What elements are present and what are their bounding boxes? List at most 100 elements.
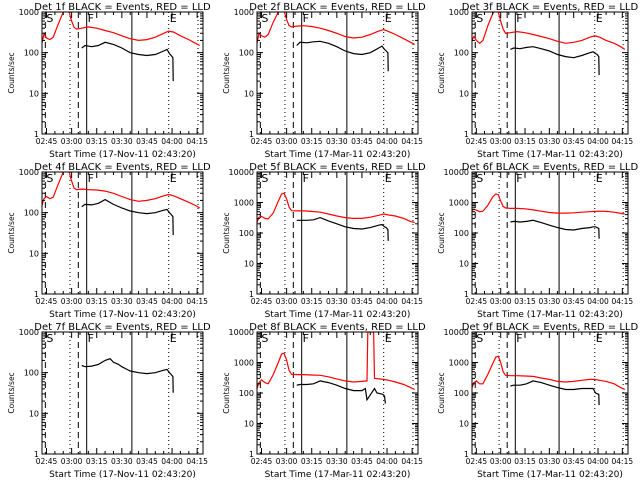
y-tick-label: 1000	[19, 168, 39, 177]
chart-title: Det 3f BLACK = Events, RED = LLD	[462, 2, 639, 13]
x-axis-label: Start Time (17-Mar-11 02:43:20)	[265, 470, 411, 480]
plot-frame	[256, 331, 419, 455]
marker-label: E	[596, 332, 603, 345]
x-tick-label: 03:15	[86, 457, 108, 466]
chart-title: Det 2f BLACK = Events, RED = LLD	[249, 2, 426, 13]
y-tick-label: 1	[464, 450, 469, 459]
series-line-events	[81, 198, 174, 236]
plot-frame	[41, 171, 204, 295]
y-tick-label: 1	[249, 290, 254, 299]
x-tick-label: 04:00	[161, 137, 183, 146]
x-axis-label: Start Time (17-Mar-11 02:43:20)	[265, 310, 411, 320]
chart-title: Det 6f BLACK = Events, RED = LLD	[462, 162, 639, 173]
y-tick-label: 1	[464, 130, 469, 139]
marker-label: S	[476, 172, 483, 185]
x-tick-label: 03:45	[563, 137, 585, 146]
x-tick-label: 03:30	[539, 457, 561, 466]
series-line-lld	[257, 192, 415, 224]
marker-label: E	[596, 12, 603, 25]
x-tick-label: 02:45	[251, 137, 273, 146]
x-tick-label: 03:30	[111, 457, 133, 466]
plot-frame	[256, 11, 419, 135]
x-tick-label: 03:45	[136, 297, 158, 306]
marker-label: S	[261, 332, 268, 345]
y-tick-label: 10	[29, 249, 39, 258]
x-tick-label: 02:45	[251, 457, 273, 466]
x-axis-label: Start Time (17-Nov-11 02:43:20)	[49, 150, 196, 160]
x-tick-label: 03:30	[326, 457, 348, 466]
x-tick-label: 03:15	[514, 457, 536, 466]
plot-frame	[41, 331, 204, 455]
x-tick-label: 03:30	[111, 137, 133, 146]
x-tick-label: 03:30	[539, 297, 561, 306]
chart-title: Det 4f BLACK = Events, RED = LLD	[34, 162, 211, 173]
x-tick-label: 04:15	[186, 297, 208, 306]
y-tick-label: 1000	[449, 8, 469, 17]
y-tick-label: 100	[239, 389, 254, 398]
marker-label: F	[303, 172, 309, 185]
x-tick-label: 03:30	[326, 297, 348, 306]
y-tick-label: 1000	[19, 8, 39, 17]
x-tick-label: 03:00	[61, 137, 83, 146]
x-axis-label: Start Time (17-Mar-11 02:43:20)	[265, 150, 411, 160]
y-tick-label: 100	[454, 229, 469, 238]
x-tick-label: 03:45	[563, 457, 585, 466]
series-line-events	[296, 40, 389, 72]
y-tick-label: 1	[249, 130, 254, 139]
y-tick-label: 100	[239, 49, 254, 58]
x-tick-label: 03:00	[61, 297, 83, 306]
y-axis-label: Counts/sec	[222, 212, 231, 253]
plot-frame	[41, 11, 204, 135]
marker-label: S	[46, 172, 53, 185]
y-tick-label: 10000	[444, 328, 469, 337]
x-axis-label: Start Time (17-Mar-11 02:43:20)	[477, 470, 623, 480]
x-tick-label: 03:45	[351, 457, 373, 466]
y-axis-label: Counts/sec	[7, 372, 16, 413]
marker-label: F	[88, 12, 94, 25]
plot-frame	[471, 171, 629, 295]
series-line-events	[81, 358, 174, 393]
x-tick-label: 04:15	[401, 457, 423, 466]
y-axis-label: Counts/sec	[437, 212, 446, 253]
x-tick-label: 03:15	[86, 137, 108, 146]
chart-title: Det 5f BLACK = Events, RED = LLD	[249, 162, 426, 173]
series-line-lld	[472, 12, 626, 50]
x-tick-label: 04:00	[587, 297, 609, 306]
x-tick-label: 04:15	[186, 137, 208, 146]
x-tick-label: 03:15	[86, 297, 108, 306]
plot-frame	[256, 171, 419, 295]
x-tick-label: 03:00	[490, 137, 512, 146]
x-tick-label: 03:00	[276, 137, 298, 146]
marker-label: F	[88, 172, 94, 185]
marker-label: E	[170, 172, 177, 185]
x-tick-label: 02:45	[36, 297, 58, 306]
y-tick-label: 1	[34, 290, 39, 299]
y-tick-label: 1000	[234, 359, 254, 368]
y-tick-label: 10	[244, 260, 254, 269]
y-tick-label: 1000	[449, 359, 469, 368]
y-tick-label: 10000	[229, 328, 254, 337]
x-tick-label: 04:15	[612, 457, 634, 466]
y-axis-label: Counts/sec	[7, 212, 16, 253]
x-tick-label: 03:30	[539, 137, 561, 146]
marker-label: S	[476, 12, 483, 25]
marker-label: E	[385, 332, 392, 345]
marker-label: F	[516, 12, 522, 25]
x-tick-label: 03:45	[351, 297, 373, 306]
x-tick-label: 03:00	[276, 297, 298, 306]
x-tick-label: 03:45	[351, 137, 373, 146]
y-tick-label: 10	[459, 89, 469, 98]
series-line-events	[510, 380, 600, 406]
y-tick-label: 10000	[444, 168, 469, 177]
marker-label: E	[170, 332, 177, 345]
y-tick-label: 100	[239, 229, 254, 238]
x-tick-label: 03:45	[563, 297, 585, 306]
x-tick-label: 03:00	[490, 457, 512, 466]
marker-label: F	[303, 332, 309, 345]
y-axis-label: Counts/sec	[437, 52, 446, 93]
x-tick-label: 04:15	[612, 137, 634, 146]
marker-label: S	[261, 172, 268, 185]
